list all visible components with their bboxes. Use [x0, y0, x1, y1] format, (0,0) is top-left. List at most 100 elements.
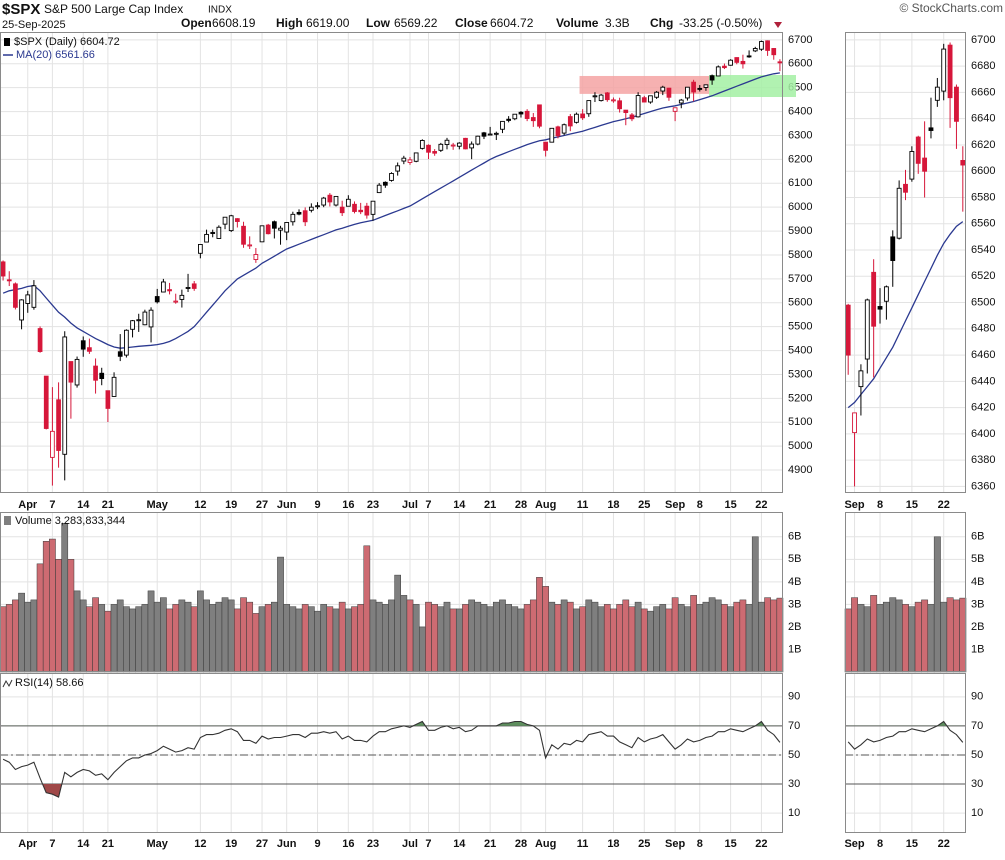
- panel-frame: [845, 512, 966, 672]
- candle-body: [111, 376, 117, 397]
- candle-body: [475, 135, 481, 145]
- candle-body: [469, 143, 475, 149]
- candle-body: [31, 285, 37, 308]
- candle-body: [93, 365, 98, 381]
- y-tick-label: 4900: [788, 464, 812, 476]
- x-tick-label: 14: [77, 499, 90, 511]
- panel-frame: [845, 673, 966, 833]
- x-tick-label: 18: [607, 838, 619, 850]
- volume-bar: [851, 597, 858, 673]
- x-tick-label: 19: [225, 838, 237, 850]
- candle-body: [623, 109, 629, 113]
- y-tick-label: 6640: [971, 113, 995, 125]
- volume-bar: [714, 599, 722, 673]
- volume-bar: [953, 599, 960, 673]
- volume-bar: [721, 604, 728, 673]
- volume-bar: [523, 604, 531, 673]
- volume-bar: [61, 523, 69, 673]
- symbol: $SPX: [2, 1, 40, 18]
- candle-body: [376, 184, 382, 194]
- x-tick-label: 7: [425, 499, 431, 511]
- candle-body: [444, 139, 450, 146]
- candle-body: [327, 194, 333, 203]
- candle-body: [345, 198, 351, 207]
- x-tick-label: 8: [877, 838, 883, 850]
- x-tick-label: Aug: [535, 838, 556, 850]
- volume-bar: [927, 604, 935, 673]
- candle-body: [87, 347, 92, 352]
- x-tick-label: 19: [225, 499, 237, 511]
- candle-body: [586, 100, 592, 115]
- candle-body: [524, 110, 530, 119]
- candle-body: [296, 211, 302, 215]
- x-tick-label: 15: [906, 838, 918, 850]
- volume-bar: [338, 601, 346, 673]
- legend-price: $SPX (Daily) 6604.72: [14, 36, 120, 48]
- candle-body: [549, 127, 555, 143]
- x-tick-label: 25: [638, 838, 650, 850]
- candle-body: [635, 95, 641, 118]
- volume-bar: [696, 604, 704, 673]
- y-tick-label: 70: [971, 720, 983, 732]
- candle-body: [598, 94, 604, 102]
- volume-bar: [876, 604, 884, 673]
- candle-body: [352, 203, 357, 212]
- y-tick-label: 3B: [788, 598, 801, 610]
- y-tick-label: 6520: [971, 270, 995, 282]
- panel-frame: [0, 32, 783, 493]
- candle-body: [43, 375, 49, 429]
- x-tick-label: 8: [697, 838, 703, 850]
- candle-body: [592, 95, 598, 98]
- volume-bar: [67, 559, 75, 673]
- field-value: 6604.72: [490, 16, 534, 30]
- volume-bar: [104, 610, 112, 673]
- candle-body: [954, 86, 959, 122]
- candle-body: [740, 60, 746, 65]
- candle-body: [438, 143, 444, 151]
- field-value: 6569.22: [394, 16, 438, 30]
- candle-body: [703, 84, 709, 88]
- y-tick-label: 1B: [971, 643, 984, 655]
- candle-body: [142, 311, 148, 326]
- volume-bar: [332, 608, 340, 673]
- candle-body: [922, 157, 928, 172]
- candle-body: [364, 205, 370, 216]
- x-tick-label: 14: [77, 838, 90, 850]
- x-tick-label: Sep: [844, 499, 864, 511]
- candle-body: [500, 120, 505, 130]
- volume-bar: [486, 606, 494, 673]
- x-tick-label: 14: [453, 499, 466, 511]
- y-tick-label: 6440: [971, 375, 995, 387]
- y-tick-label: 30: [971, 778, 983, 790]
- volume-bar: [733, 601, 741, 673]
- y-tick-label: 5500: [788, 321, 812, 333]
- candle-body: [715, 66, 721, 77]
- y-tick-label: 6500: [971, 296, 995, 308]
- volume-bar: [308, 606, 315, 673]
- candle-body: [934, 86, 940, 101]
- candle-body: [0, 261, 6, 277]
- volume-bar: [301, 604, 309, 673]
- candle-body: [654, 91, 659, 98]
- volume-bar: [671, 597, 679, 673]
- y-tick-label: 6B: [788, 531, 801, 543]
- x-tick-label: 9: [314, 838, 320, 850]
- candle-body: [25, 294, 31, 304]
- candle-body: [890, 236, 896, 261]
- x-tick-label: 7: [49, 838, 55, 850]
- volume-bar: [425, 601, 432, 673]
- volume-bar: [921, 599, 929, 673]
- volume-bar: [12, 599, 19, 673]
- candle-body: [896, 187, 902, 239]
- y-tick-label: 6600: [788, 58, 812, 70]
- candle-body: [845, 304, 851, 356]
- y-tick-label: 6360: [971, 480, 995, 492]
- volume-bar: [345, 608, 352, 673]
- x-tick-label: 23: [367, 499, 379, 511]
- candle-body: [641, 97, 647, 103]
- candle-body: [666, 87, 672, 98]
- volume-bar: [42, 541, 50, 673]
- x-tick-label: 21: [102, 499, 114, 511]
- volume-bar: [585, 599, 593, 673]
- volume-bar: [166, 608, 173, 673]
